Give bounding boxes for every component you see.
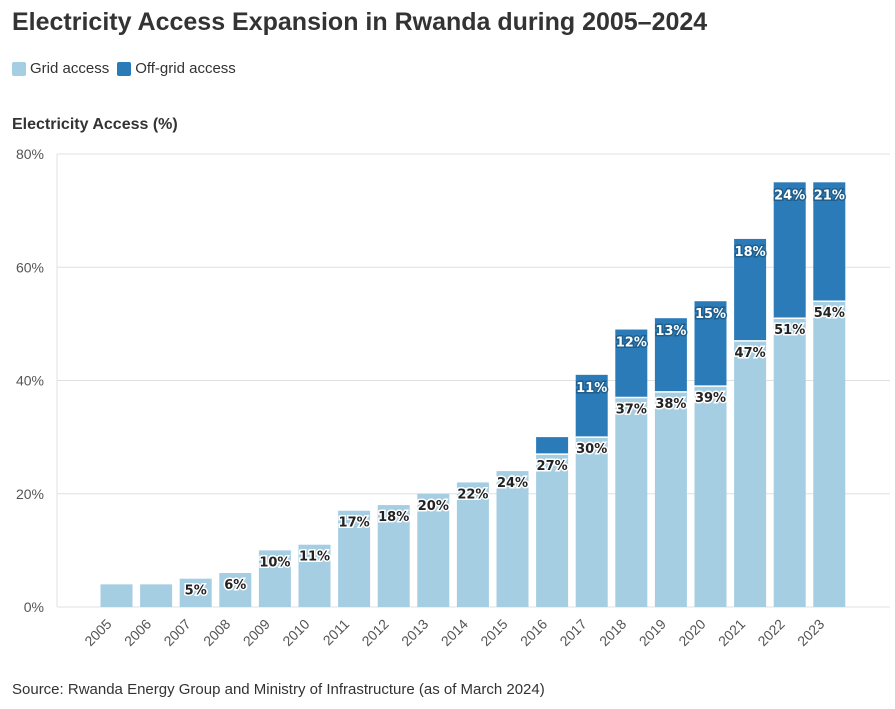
bar-grid-2012[interactable]: [377, 505, 410, 607]
x-tick-label-2011: 2011: [320, 616, 353, 649]
x-tick-label-2022: 2022: [754, 616, 787, 649]
x-tick-label-2016: 2016: [517, 616, 550, 649]
bar-grid-2014[interactable]: [456, 482, 489, 607]
legend-swatch-offgrid: [117, 61, 132, 76]
bar-grid-2020[interactable]: [694, 386, 727, 607]
bar-grid-2009[interactable]: [258, 550, 291, 607]
y-tick-label: 80%: [16, 146, 44, 162]
data-label-grid-2012: 18%: [378, 510, 409, 525]
data-labels: 5% 6% 10% 11% 17% 18% 20% 22% 24% 27% 30% 11% 37% 12%…: [183, 187, 846, 600]
bar-offgrid-2020[interactable]: [694, 301, 727, 387]
bar-offgrid-2022[interactable]: [773, 182, 806, 319]
data-label-grid-2017: 30%: [576, 442, 607, 457]
bar-grid-2023[interactable]: [813, 301, 846, 607]
bar-offgrid-2018[interactable]: [615, 329, 648, 398]
x-tick-label-2012: 2012: [358, 616, 391, 649]
data-label-offgrid-2019: 13%: [655, 324, 686, 339]
legend-label-grid: Grid access: [30, 60, 110, 77]
bar-offgrid-2023[interactable]: [813, 182, 846, 302]
data-label-grid-2009: 10%: [259, 555, 290, 570]
data-label-offgrid-2018: 12%: [616, 336, 647, 351]
x-tick-label-2006: 2006: [121, 616, 154, 649]
x-tick-label-2008: 2008: [200, 616, 233, 649]
legend-label-offgrid: Off-grid access: [135, 60, 236, 77]
data-label-grid-2023: 54%: [814, 306, 845, 321]
data-label-offgrid-2020: 15%: [695, 307, 726, 322]
bar-grid-2019[interactable]: [654, 391, 687, 607]
legend-swatch-grid: [12, 61, 26, 76]
chart-title: Electricity Access Expansion in Rwanda d…: [12, 8, 708, 36]
bar-offgrid-2016[interactable]: [536, 437, 569, 455]
bar-grid-2021[interactable]: [734, 340, 767, 607]
data-label-grid-2007: 5%: [185, 584, 207, 599]
y-tick-label: 40%: [16, 373, 44, 389]
data-label-grid-2022: 51%: [774, 323, 805, 338]
data-label-grid-2011: 17%: [339, 516, 370, 531]
data-label-grid-2016: 27%: [537, 459, 568, 474]
bar-grid-2007[interactable]: [179, 578, 212, 607]
data-label-offgrid-2022: 24%: [774, 188, 805, 203]
y-tick-label: 0%: [24, 599, 44, 615]
data-label-offgrid-2023: 21%: [814, 188, 845, 203]
data-label-grid-2015: 24%: [497, 476, 528, 491]
data-label-grid-2021: 47%: [735, 346, 766, 361]
bar-grid-2018[interactable]: [615, 397, 648, 607]
data-label-grid-2018: 37%: [616, 402, 647, 417]
x-tick-label-2010: 2010: [279, 616, 312, 649]
bar-offgrid-2021[interactable]: [734, 238, 767, 341]
data-label-grid-2013: 20%: [418, 499, 449, 514]
bar-grid-2008[interactable]: [219, 573, 252, 607]
y-tick-label: 60%: [16, 259, 44, 275]
x-tick-label-2017: 2017: [556, 616, 589, 649]
bar-grid-2015[interactable]: [496, 471, 529, 607]
y-axis-label: Electricity Access (%): [12, 116, 178, 133]
data-label-grid-2010: 11%: [299, 550, 330, 565]
x-tick-label-2018: 2018: [596, 616, 629, 649]
bar-grid-2013[interactable]: [417, 493, 450, 607]
data-label-offgrid-2021: 18%: [735, 245, 766, 260]
bar-offgrid-2019[interactable]: [654, 318, 687, 392]
legend-item-offgrid[interactable]: Off-grid access: [117, 60, 236, 77]
bar-grid-2010[interactable]: [298, 544, 331, 607]
x-tick-label-2021: 2021: [715, 616, 748, 649]
bar-grid-2022[interactable]: [773, 318, 806, 607]
bar-offgrid-2017[interactable]: [575, 374, 608, 438]
bar-grid-2006[interactable]: [140, 584, 173, 607]
bar-grid-2017[interactable]: [575, 437, 608, 607]
bar-grid-2011[interactable]: [338, 510, 371, 607]
x-tick-label-2020: 2020: [675, 616, 708, 649]
data-label-grid-2014: 22%: [457, 487, 488, 502]
bar-grid-2016[interactable]: [536, 454, 569, 607]
x-tick-label-2014: 2014: [438, 616, 471, 649]
data-label-grid-2008: 6%: [224, 578, 246, 593]
x-tick-label-2005: 2005: [81, 616, 114, 649]
y-tick-label: 20%: [16, 486, 44, 502]
bars: [100, 182, 846, 607]
x-tick-label-2013: 2013: [398, 616, 431, 649]
x-tick-label-2015: 2015: [477, 616, 510, 649]
legend-item-grid[interactable]: Grid access: [12, 60, 109, 77]
data-label-grid-2019: 38%: [655, 397, 686, 412]
data-label-offgrid-2017: 11%: [576, 381, 607, 396]
legend: Grid access Off-grid access: [12, 60, 244, 77]
x-tick-label-2009: 2009: [240, 616, 273, 649]
bar-grid-2005[interactable]: [100, 584, 133, 607]
x-tick-label-2007: 2007: [160, 616, 193, 649]
data-label-grid-2020: 39%: [695, 391, 726, 406]
x-tick-label-2019: 2019: [636, 616, 669, 649]
source-note: Source: Rwanda Energy Group and Ministry…: [12, 681, 545, 698]
x-tick-label-2023: 2023: [794, 616, 827, 649]
